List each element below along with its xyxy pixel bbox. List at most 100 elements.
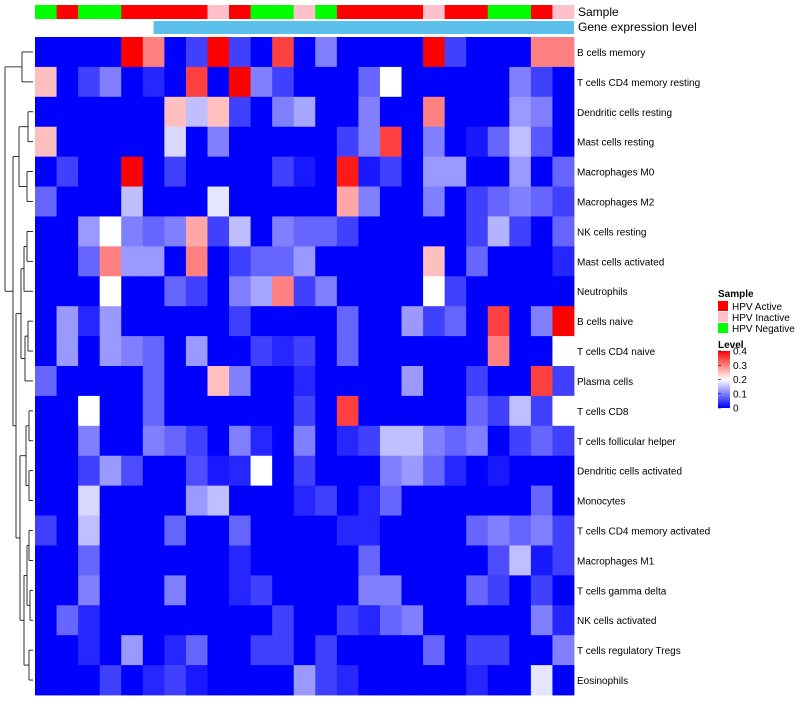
heatmap-cell: [509, 37, 532, 68]
heatmap-cell: [336, 635, 359, 666]
heatmap-cell: [99, 37, 122, 68]
heatmap-cell: [99, 156, 122, 187]
heatmap-cell: [487, 605, 510, 636]
sample-track-cell: [164, 5, 187, 19]
heatmap-cell: [185, 605, 208, 636]
heatmap-cell: [336, 545, 359, 576]
heatmap-cell: [78, 306, 101, 337]
heatmap-cell: [509, 66, 532, 98]
heatmap-cell: [185, 366, 208, 397]
level-legend-title: Level: [718, 340, 744, 351]
heatmap-cell: [293, 216, 316, 247]
heatmap-cell: [315, 96, 338, 128]
sample-track-cell: [358, 5, 381, 19]
heatmap-cell: [487, 66, 510, 98]
heatmap-cell: [56, 635, 79, 666]
heatmap-cell: [185, 575, 208, 606]
heatmap-cell: [466, 485, 489, 516]
heatmap-cell: [336, 246, 359, 277]
heatmap-cell: [293, 395, 316, 427]
heatmap-cell: [185, 635, 208, 666]
heatmap-cell: [401, 126, 424, 158]
heatmap-cell: [185, 186, 208, 217]
heatmap-cell: [444, 455, 467, 487]
heatmap-cell: [315, 425, 338, 457]
heatmap-cell: [207, 276, 230, 307]
heatmap-cell: [466, 395, 489, 427]
level-tick-label: 0.1: [733, 389, 747, 400]
heatmap-cell: [229, 126, 251, 158]
heatmap-cell: [207, 246, 230, 277]
heatmap-cell: [509, 276, 532, 307]
row-label: T cells follicular helper: [577, 437, 676, 448]
heatmap-cell: [530, 665, 553, 696]
heatmap-cell: [121, 485, 144, 516]
heatmap-cell: [164, 156, 187, 187]
row-label: B cells naive: [577, 317, 634, 328]
heatmap-cell: [142, 216, 165, 247]
heatmap-cell: [56, 66, 79, 98]
heatmap-cell: [56, 186, 79, 217]
heatmap-cell: [164, 126, 187, 158]
heatmap-cell: [509, 336, 532, 367]
heatmap-cell: [272, 306, 295, 337]
heatmap-cell: [272, 186, 295, 217]
heatmap-cell: [487, 126, 510, 158]
heatmap-cell: [315, 186, 338, 217]
heatmap-cell: [379, 156, 402, 187]
heatmap-cell: [229, 186, 251, 217]
sample-track-cell: [142, 5, 165, 19]
heatmap-cell: [35, 605, 57, 636]
heatmap-cell: [487, 96, 510, 128]
heatmap-cell: [401, 515, 424, 546]
heatmap-cell: [121, 515, 144, 546]
heatmap-cell: [552, 366, 575, 397]
sample-track-label: Sample: [578, 5, 619, 19]
heatmap-cell: [530, 186, 553, 217]
heatmap-cell: [250, 37, 273, 68]
heatmap-cell: [466, 276, 489, 307]
heatmap-cell: [229, 276, 251, 307]
heatmap-cell: [164, 96, 187, 128]
heatmap-cell: [164, 425, 187, 457]
heatmap-cell: [530, 276, 553, 307]
heatmap-cell: [530, 246, 553, 277]
heatmap-cell: [207, 66, 230, 98]
heatmap-cell: [423, 276, 446, 307]
sample-track-cell: [423, 5, 445, 19]
heatmap-cell: [250, 216, 273, 247]
heatmap-cell: [530, 605, 553, 636]
heatmap-cell: [142, 156, 165, 187]
heatmap-cell: [358, 545, 381, 576]
heatmap-cell: [164, 395, 187, 427]
heatmap-cell: [466, 545, 489, 576]
heatmap-cell: [78, 425, 101, 457]
heatmap-cell: [552, 37, 575, 68]
heatmap-cell: [293, 336, 316, 367]
heatmap-cell: [78, 366, 101, 397]
sample-track-cell: [530, 5, 553, 19]
heatmap-cell: [401, 66, 424, 98]
legend-swatch-hpv-inactive: [718, 312, 728, 322]
heatmap-cell: [552, 66, 575, 98]
heatmap-cell: [99, 336, 122, 367]
heatmap-cell: [78, 126, 101, 158]
sample-track-cell: [444, 5, 467, 19]
heatmap-cell: [121, 575, 144, 606]
heatmap-cell: [293, 246, 316, 277]
heatmap-cell: [466, 156, 489, 187]
heatmap-cells: [35, 37, 575, 696]
heatmap-cell: [509, 156, 532, 187]
heatmap-cell: [336, 126, 359, 158]
heatmap-cell: [423, 306, 446, 337]
heatmap-cell: [250, 515, 273, 546]
heatmap-cell: [207, 485, 230, 516]
heatmap-cell: [315, 395, 338, 427]
heatmap-cell: [207, 126, 230, 158]
heatmap-cell: [552, 96, 575, 128]
heatmap-cell: [552, 126, 575, 158]
heatmap-cell: [379, 575, 402, 606]
heatmap-cell: [229, 156, 251, 187]
heatmap-cell: [423, 126, 446, 158]
heatmap-cell: [358, 276, 381, 307]
